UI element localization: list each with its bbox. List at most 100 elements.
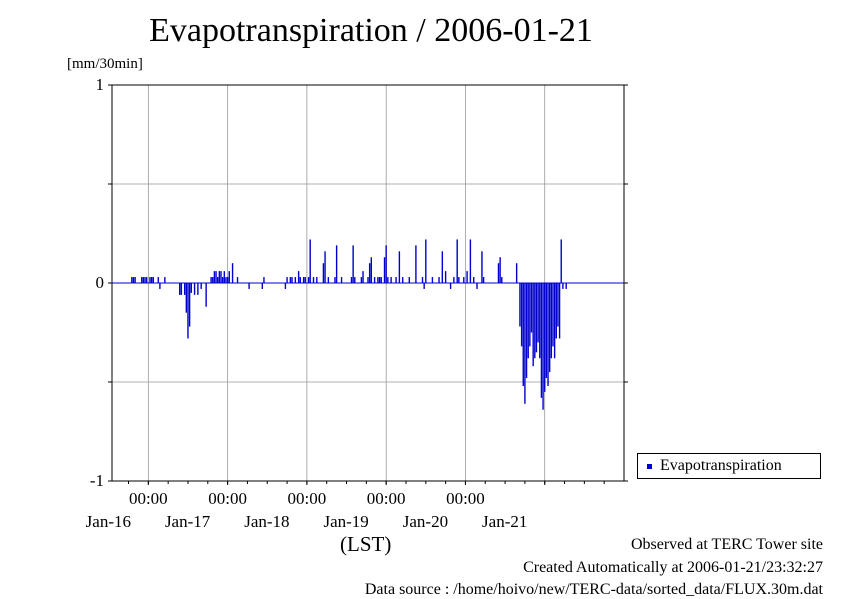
- bar: [360, 277, 363, 283]
- bar: [226, 277, 229, 283]
- bar: [180, 283, 183, 295]
- bar: [552, 283, 554, 347]
- legend: Evapotranspiration: [637, 453, 821, 479]
- bar: [368, 263, 371, 283]
- bar: [131, 277, 133, 283]
- bar: [453, 277, 455, 283]
- bar: [550, 283, 553, 359]
- x-tick-date-label: Jan-21: [482, 512, 528, 531]
- bar: [291, 277, 293, 283]
- x-tick-time-label: 00:00: [446, 489, 485, 508]
- bar: [309, 239, 311, 283]
- bar: [144, 277, 146, 283]
- bar: [210, 277, 212, 283]
- bar: [408, 277, 410, 283]
- bar: [497, 263, 500, 283]
- bar: [215, 271, 217, 283]
- bar: [387, 277, 389, 283]
- bar: [562, 283, 564, 289]
- bar: [415, 245, 417, 283]
- x-tick-time-label: 00:00: [208, 489, 247, 508]
- bar: [159, 283, 161, 289]
- bar: [377, 277, 379, 283]
- bar: [544, 283, 546, 392]
- bar: [501, 277, 503, 283]
- bar: [187, 283, 189, 339]
- bar: [431, 277, 434, 283]
- bar: [212, 277, 214, 283]
- bar: [449, 283, 452, 289]
- bar: [157, 277, 159, 283]
- chart-title: Evapotranspiration / 2006-01-21: [149, 12, 593, 49]
- plot-frame: [111, 84, 625, 482]
- legend-label: Evapotranspiration: [660, 457, 782, 474]
- bar: [458, 277, 460, 283]
- bar: [183, 283, 186, 295]
- bar: [185, 283, 188, 313]
- bar: [481, 251, 483, 283]
- bar: [362, 271, 364, 283]
- bar: [188, 283, 191, 327]
- footer-created: Created Automatically at 2006-01-21/23:3…: [523, 559, 823, 576]
- bar: [217, 277, 219, 283]
- bar: [352, 245, 354, 283]
- bar: [542, 283, 544, 410]
- bar: [560, 239, 562, 283]
- footer-site: Observed at TERC Tower site: [630, 536, 823, 553]
- bar: [149, 277, 151, 283]
- bar: [532, 283, 534, 367]
- x-tick-time-label: 00:00: [287, 489, 327, 508]
- bar: [152, 277, 154, 283]
- bar: [205, 283, 207, 307]
- bar: [519, 283, 521, 327]
- bar: [565, 283, 567, 289]
- bar: [141, 277, 143, 283]
- bar: [316, 277, 318, 283]
- bar: [286, 277, 288, 283]
- bar: [441, 251, 444, 283]
- bar: [221, 277, 224, 283]
- x-tick-date-label: Jan-16: [85, 512, 131, 531]
- bar: [164, 277, 166, 283]
- bar: [421, 277, 424, 283]
- bar: [190, 283, 192, 293]
- bar: [425, 239, 427, 283]
- bar: [548, 283, 551, 373]
- bar: [302, 277, 305, 283]
- bar: [539, 283, 541, 359]
- bar: [463, 277, 465, 283]
- bar: [324, 251, 326, 283]
- x-tick-date-label: Jan-20: [402, 512, 449, 531]
- bar: [225, 277, 227, 283]
- bar: [423, 283, 425, 289]
- bar: [322, 263, 325, 283]
- bar: [537, 283, 539, 343]
- bar: [197, 283, 199, 295]
- bar: [545, 283, 548, 379]
- y-tick-label: 0: [95, 273, 105, 292]
- bar: [327, 277, 330, 283]
- bar: [304, 277, 306, 283]
- bar: [335, 245, 338, 283]
- bar: [261, 283, 263, 289]
- bar-series: [112, 239, 624, 410]
- legend-swatch: [647, 464, 652, 469]
- bar: [476, 283, 478, 289]
- bar: [553, 283, 556, 359]
- bar: [223, 271, 226, 283]
- bar: [289, 277, 292, 283]
- bar: [525, 283, 528, 379]
- bar: [334, 277, 336, 283]
- x-tick-time-label: 00:00: [366, 489, 406, 508]
- bar: [473, 277, 475, 283]
- bar: [228, 271, 230, 283]
- bar: [134, 277, 136, 283]
- bar: [367, 277, 369, 283]
- bar: [466, 271, 468, 283]
- bar: [132, 277, 135, 283]
- bar: [263, 277, 265, 283]
- bar: [248, 283, 250, 289]
- bar: [193, 283, 196, 295]
- y-tick-label: -1: [89, 471, 104, 490]
- bar: [390, 277, 392, 283]
